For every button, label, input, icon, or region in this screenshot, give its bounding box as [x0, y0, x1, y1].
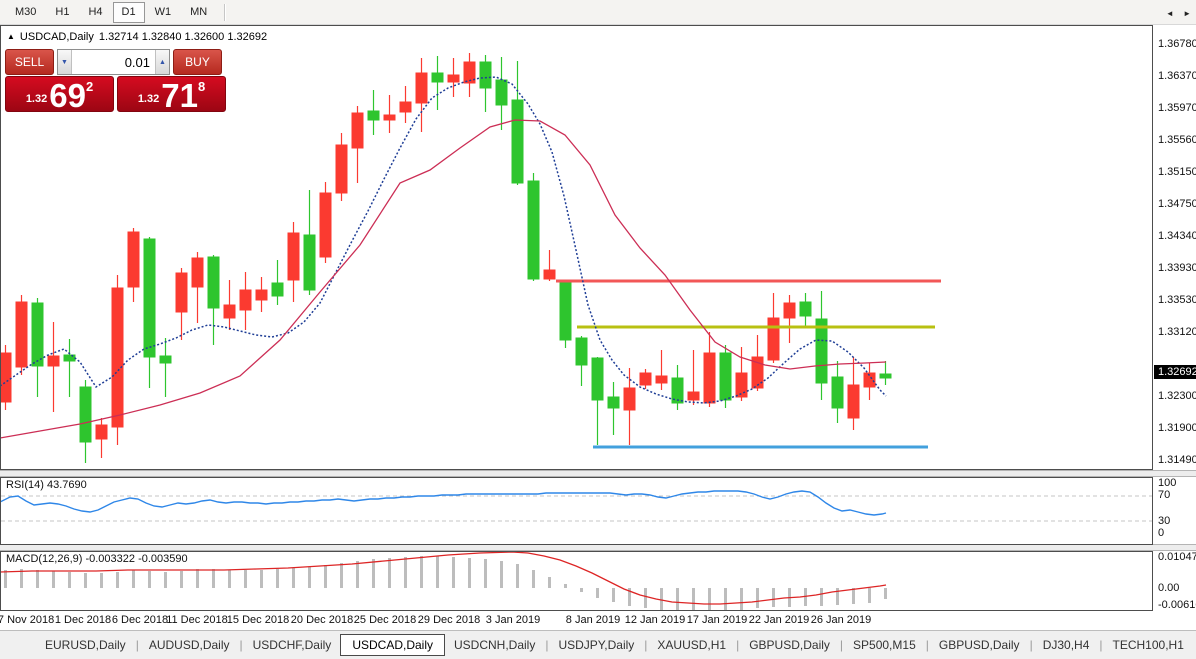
chart-tab-tech100-h1[interactable]: TECH100,H1: [1112, 638, 1184, 652]
chart-ohlc-values: 1.32714 1.32840 1.32600 1.32692: [98, 31, 268, 43]
chart-tab-xauusd-h1[interactable]: XAUUSD,H1: [657, 638, 727, 652]
timeframe-button-h4[interactable]: H4: [88, 6, 103, 18]
chart-tab-sp500-m15[interactable]: SP500,M15: [853, 638, 916, 652]
macd-axis-label: -0.006164: [1158, 599, 1196, 611]
price-axis-label: 1.31900: [1158, 422, 1196, 434]
sell-price-pip: 2: [85, 79, 94, 94]
chart-tab-gbpusd-daily[interactable]: GBPUSD,Daily: [749, 638, 830, 652]
buy-price-pip: 8: [197, 79, 206, 94]
price-chart[interactable]: [0, 25, 1196, 470]
tab-divider: |: [925, 638, 929, 652]
panel-splitter[interactable]: [0, 470, 1196, 477]
price-axis-label: 1.35560: [1158, 134, 1196, 146]
date-axis-label: 25 Dec 2018: [353, 614, 417, 626]
chart-tab-usdchf-daily[interactable]: USDCHF,Daily: [252, 638, 332, 652]
volume-stepper: ▼ ▲: [57, 49, 170, 75]
sell-price-box[interactable]: 1.32 69 2: [5, 76, 114, 112]
price-axis-label: 1.34750: [1158, 198, 1196, 210]
volume-decrease-button[interactable]: ▼: [58, 50, 72, 74]
macd-axis-label: 0.00: [1158, 582, 1180, 594]
chart-tab-dj30-h4[interactable]: DJ30,H4: [1042, 638, 1090, 652]
rsi-chart[interactable]: [0, 477, 1196, 545]
price-axis-label: 1.33120: [1158, 326, 1196, 338]
chart-tab-gbpusd-daily[interactable]: GBPUSD,Daily: [938, 638, 1020, 652]
rsi-axis-label: 70: [1158, 489, 1171, 501]
timeframe-buttons: M30 H1 H4 D1 W1 MN: [6, 1, 217, 23]
tab-divider: |: [736, 638, 740, 652]
buy-button[interactable]: BUY: [173, 49, 222, 75]
timeframe-button-h1[interactable]: H1: [55, 6, 70, 18]
buy-price-main: 71: [161, 76, 198, 112]
chart-tab-usdcad-daily[interactable]: USDCAD,Daily: [340, 634, 445, 656]
price-axis-label: 1.33530: [1158, 294, 1196, 306]
volume-increase-button[interactable]: ▲: [155, 50, 169, 74]
tab-divider: |: [1029, 638, 1033, 652]
current-price-badge: 1.32692: [1154, 365, 1196, 379]
tab-divider: |: [644, 638, 648, 652]
volume-input[interactable]: [72, 50, 155, 74]
date-axis-label: 15 Dec 2018: [226, 614, 290, 626]
buy-price-box[interactable]: 1.32 71 8: [117, 76, 226, 112]
chart-tabbar: EURUSD,Daily | AUDUSD,Daily | USDCHF,Daily US…: [0, 630, 1196, 659]
timeframe-button-d1[interactable]: D1: [112, 1, 145, 23]
price-axis-label: 1.32300: [1158, 390, 1196, 402]
price-axis-label: 1.35150: [1158, 166, 1196, 178]
tab-divider: |: [239, 638, 243, 652]
timeframe-button-m30[interactable]: M30: [15, 6, 37, 18]
date-axis-label: 29 Dec 2018: [417, 614, 481, 626]
date-axis-label: 1 Dec 2018: [54, 614, 112, 626]
rsi-axis-label: 100: [1158, 477, 1177, 489]
rsi-label: RSI(14) 43.7690: [6, 479, 87, 491]
timeframe-button-w1[interactable]: W1: [154, 6, 172, 18]
date-axis-label: 3 Jan 2019: [485, 614, 541, 626]
chart-title-row: ▲ USDCAD,Daily 1.32714 1.32840 1.32600 1…: [7, 31, 267, 43]
macd-axis-label: 0.010471: [1158, 551, 1196, 563]
sell-price-main: 69: [49, 76, 86, 112]
price-axis-label: 1.33930: [1158, 262, 1196, 274]
chart-tab-eurusd-daily[interactable]: EURUSD,Daily: [45, 638, 126, 652]
chart-tab-usdjpy-daily[interactable]: USDJPY,Daily: [558, 638, 635, 652]
tab-divider: |: [1099, 638, 1103, 652]
tab-divider: |: [839, 638, 844, 652]
toolbar-separator: [224, 3, 227, 21]
date-axis-label: 12 Jan 2019: [624, 614, 686, 626]
collapse-triangle-icon[interactable]: ▲: [7, 32, 15, 41]
macd-chart[interactable]: [0, 551, 1196, 611]
rsi-axis-label: 30: [1158, 515, 1171, 527]
date-axis-label: 20 Dec 2018: [290, 614, 354, 626]
tab-divider: |: [135, 638, 139, 652]
rsi-axis-label: 0: [1158, 527, 1165, 539]
buy-price-prefix: 1.32: [137, 93, 160, 105]
date-axis-label: 6 Dec 2018: [111, 614, 169, 626]
date-axis-label: 8 Jan 2019: [565, 614, 621, 626]
timeframe-button-mn[interactable]: MN: [190, 6, 208, 18]
date-axis-label: 11 Dec 2018: [166, 614, 228, 626]
date-axis-label: 22 Jan 2019: [748, 614, 810, 626]
date-axis-label: 26 Jan 2019: [810, 614, 872, 626]
price-axis-label: 1.31490: [1158, 454, 1196, 466]
tab-scroll-right-icon[interactable]: ►: [1183, 9, 1191, 18]
chart-tab-usdcnh-daily[interactable]: USDCNH,Daily: [454, 638, 536, 652]
sell-button[interactable]: SELL: [5, 49, 54, 75]
timeframe-toolbar: M30 H1 H4 D1 W1 MN: [0, 0, 1196, 25]
tab-scroll-left-icon[interactable]: ◄: [1165, 9, 1174, 18]
price-axis-label: 1.34340: [1158, 230, 1196, 242]
date-axis-label: 17 Jan 2019: [686, 614, 748, 626]
tab-divider: |: [545, 638, 549, 652]
chart-symbol-label: USDCAD,Daily: [19, 31, 94, 43]
panel-splitter[interactable]: [0, 544, 1196, 551]
one-click-trading-panel: SELL ▼ ▲ BUY 1.32 69 2 1.32 71 8: [5, 49, 229, 112]
price-axis-label: 1.36780: [1158, 38, 1196, 50]
macd-label: MACD(12,26,9) -0.003322 -0.003590: [6, 553, 188, 565]
tab-scroll-arrows: ◄ ►: [1159, 9, 1191, 18]
chart-tab-audusd-daily[interactable]: AUDUSD,Daily: [148, 638, 230, 652]
price-axis-label: 1.35970: [1158, 102, 1196, 114]
sell-price-prefix: 1.32: [25, 93, 48, 105]
price-axis-label: 1.36370: [1158, 70, 1196, 82]
date-axis-label: 27 Nov 2018: [0, 614, 55, 626]
